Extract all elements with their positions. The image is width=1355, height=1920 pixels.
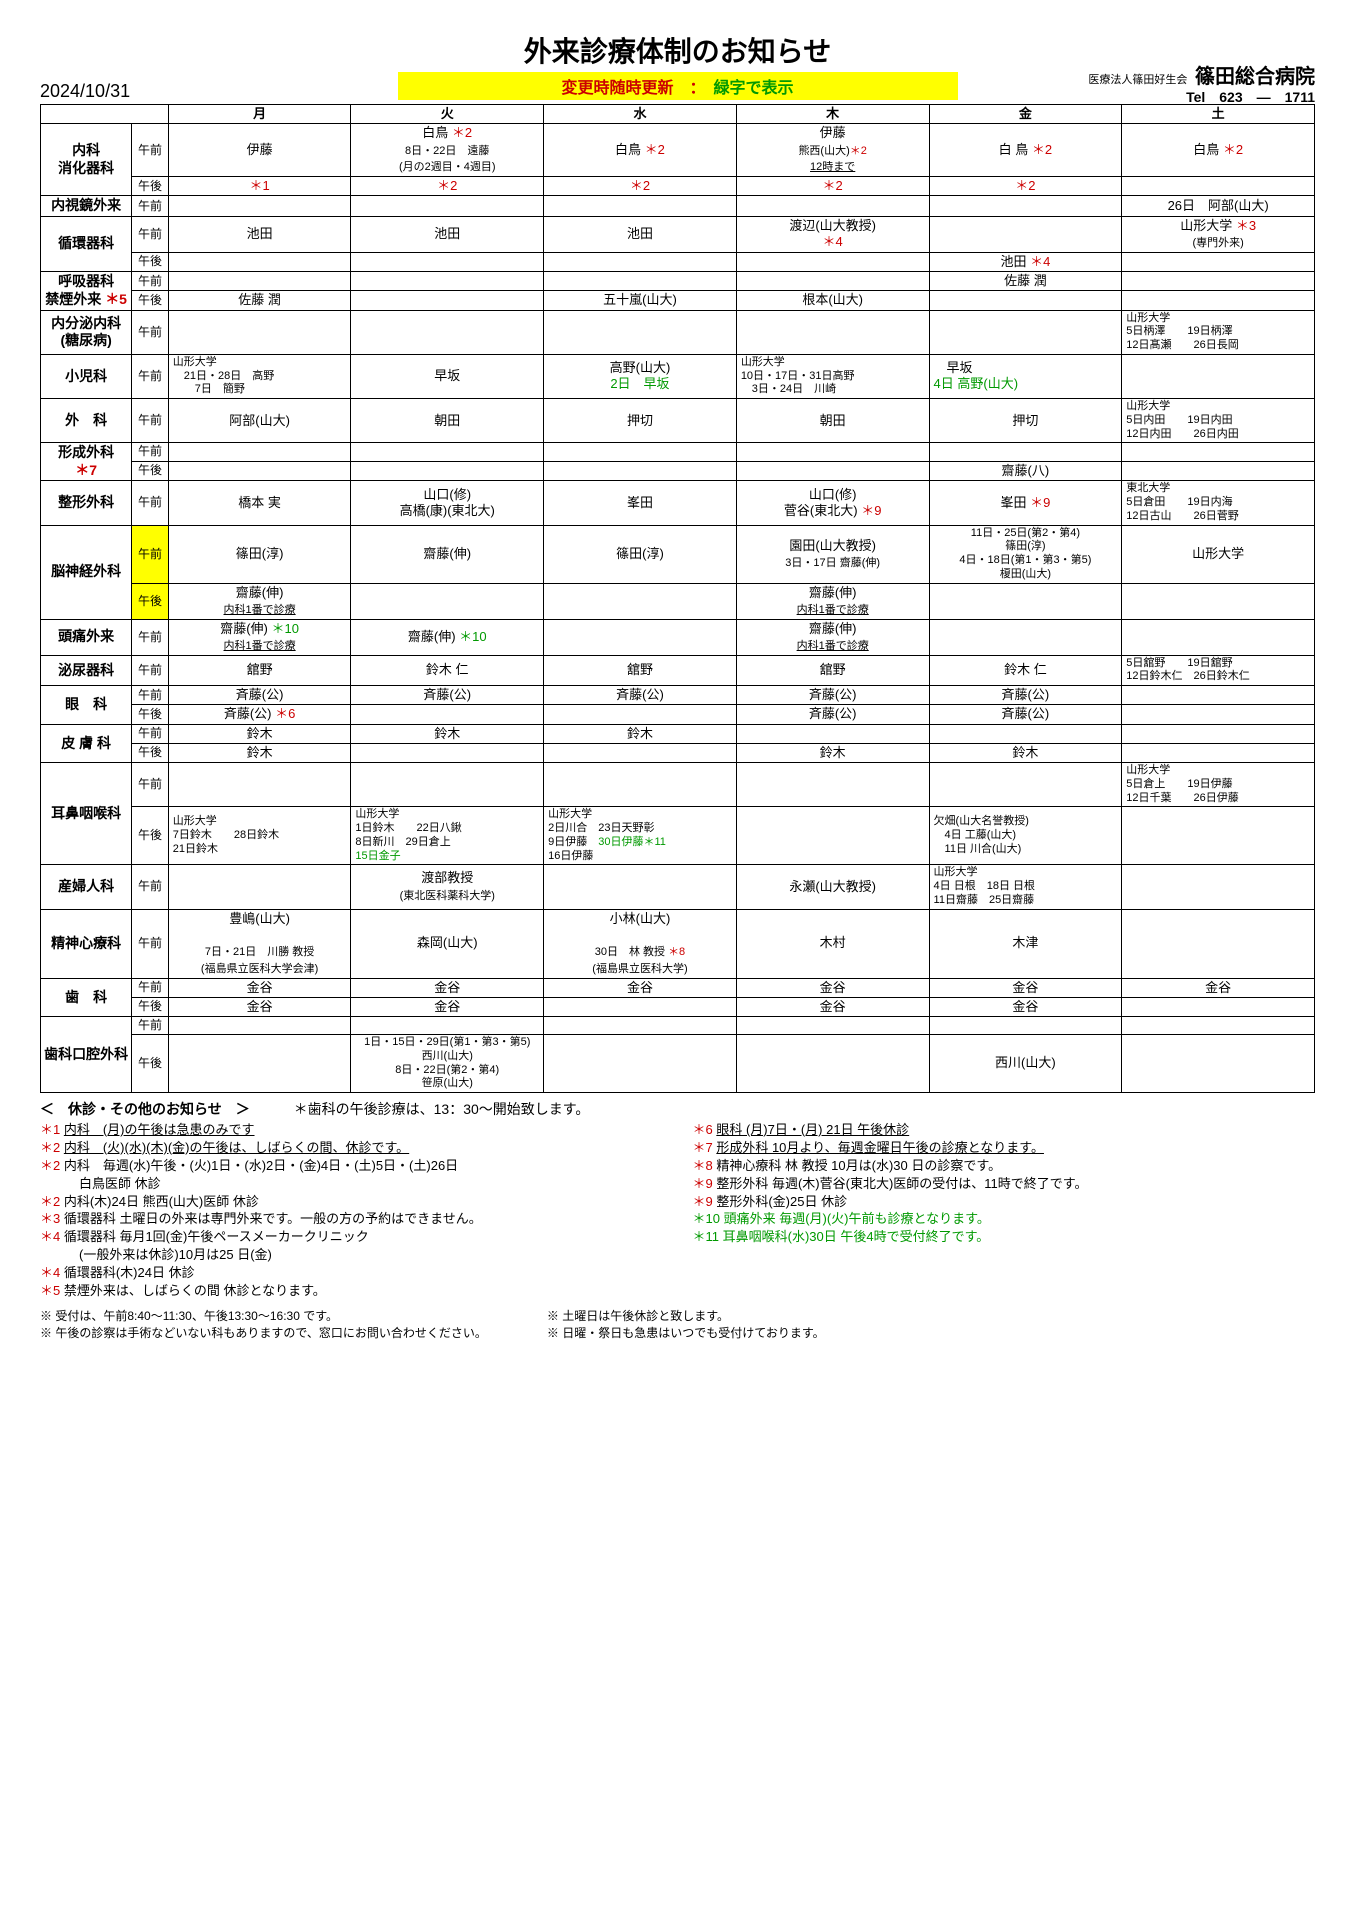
note-line: ＊11 耳鼻咽喉科(水)30日 午後4時で受付終了です。 (693, 1229, 1316, 1246)
schedule-table: 月 火 水 木 金 土 内科消化器科 午前 伊藤 白鳥 ＊28日・22日 遠藤(… (40, 104, 1315, 1093)
notes-header: ＜ 休診・その他のお知らせ ＞ ＊歯科の午後診療は、13：30～開始致します。 (40, 1099, 1315, 1119)
note-line: (一般外来は休診)10月は25 日(金) (40, 1247, 663, 1264)
subtitle-banner: 変更時随時更新 ： 緑字で表示 (398, 72, 958, 100)
note-line: ＊1 内科 (月)の午後は急患のみです (40, 1122, 663, 1139)
header-row: 月 火 水 木 金 土 (41, 105, 1315, 124)
note-line: 白鳥医師 休診 (40, 1176, 663, 1193)
note-line: ＊2 内科 毎週(水)午後・(火)1日・(水)2日・(金)4日・(土)5日・(土… (40, 1158, 663, 1175)
note-line: ＊3 循環器科 土曜日の外来は専門外来です。一般の方の予約はできません。 (40, 1211, 663, 1228)
footer-line: ※ 土曜日は午後休診と致します。 (547, 1307, 825, 1324)
note-line: ＊7 形成外科 10月より、毎週金曜日午後の診療となります。 (693, 1140, 1316, 1157)
note-line: ＊8 精神心療科 林 教授 10月は(水)30 日の診察です。 (693, 1158, 1316, 1175)
note-line: ＊6 眼科 (月)7日・(月) 21日 午後休診 (693, 1122, 1316, 1139)
note-line: ＊4 循環器科(木)24日 休診 (40, 1265, 663, 1282)
footer-line: ※ 日曜・祭日も急患はいつでも受付けております。 (547, 1324, 825, 1341)
note-line: ＊10 頭痛外来 毎週(月)(火)午前も診療となります。 (693, 1211, 1316, 1228)
note-line: ＊5 禁煙外来は、しばらくの間 休診となります。 (40, 1283, 663, 1300)
footer-line: ※ 午後の診察は手術などいない科もありますので、窓口にお問い合わせください。 (40, 1324, 487, 1341)
note-line: ＊4 循環器科 毎月1回(金)午後ペースメーカークリニック (40, 1229, 663, 1246)
page-title: 外来診療体制のお知らせ (40, 30, 1315, 70)
note-line: ＊9 整形外科(金)25日 休診 (693, 1194, 1316, 1211)
note-line: ＊9 整形外科 毎週(木)菅谷(東北大)医師の受付は、11時で終了です。 (693, 1176, 1316, 1193)
hospital-block: 医療法人篠田好生会 篠田総合病院 Tel 623 ― 1711 (1088, 65, 1315, 106)
notes-section: ＊1 内科 (月)の午後は急患のみです＊2 内科 (火)(水)(木)(金)の午後… (40, 1121, 1315, 1301)
note-line: ＊2 内科(木)24日 熊西(山大)医師 休診 (40, 1194, 663, 1211)
issue-date: 2024/10/31 (40, 81, 130, 102)
footer-line: ※ 受付は、午前8:40～11:30、午後13:30～16:30 です。 (40, 1307, 487, 1324)
header: 外来診療体制のお知らせ 変更時随時更新 ： 緑字で表示 2024/10/31 医… (40, 30, 1315, 100)
footer-notes: ※ 受付は、午前8:40～11:30、午後13:30～16:30 です。※ 午後… (40, 1307, 1315, 1341)
note-line: ＊2 内科 (火)(水)(木)(金)の午後は、しばらくの間、休診です。 (40, 1140, 663, 1157)
